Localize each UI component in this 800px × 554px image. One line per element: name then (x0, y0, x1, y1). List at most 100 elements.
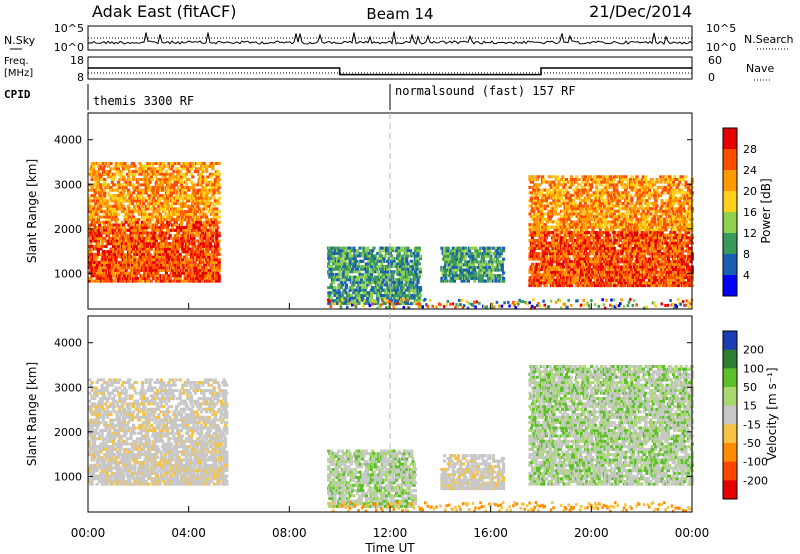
echo-cell (187, 223, 191, 227)
echo-cell (137, 194, 141, 198)
echo-cell (452, 279, 457, 283)
echo-cell (96, 228, 100, 232)
echo-cell (571, 236, 575, 240)
echo-cell (201, 180, 205, 184)
echo-cell (198, 276, 202, 280)
echo-cell (166, 212, 170, 216)
beam-label: Beam 14 (366, 5, 433, 23)
echo-cell (203, 263, 207, 267)
echo-cell (135, 220, 139, 224)
echo-cell (373, 265, 377, 268)
echo-cell (171, 172, 175, 176)
echo-cell (351, 267, 355, 271)
echo-cell (99, 183, 103, 187)
echo-cell (195, 250, 199, 254)
echo-cell (357, 301, 361, 305)
echo-cell (148, 239, 152, 243)
echo-cell (123, 226, 127, 230)
echo-cell (104, 244, 108, 248)
echo-cell (161, 260, 165, 264)
echo-cell (569, 201, 574, 205)
echo-cell (529, 199, 533, 203)
echo-cell (217, 186, 221, 190)
echo-cell (566, 241, 570, 245)
echo-cell (135, 223, 139, 227)
echo-cell (174, 183, 178, 187)
echo-cell (188, 226, 192, 230)
echo-cell (168, 234, 172, 238)
echo-cell (346, 272, 350, 276)
echo-cell (189, 223, 194, 227)
echo-cell (187, 170, 191, 173)
echo-cell (348, 246, 352, 250)
echo-cell (418, 294, 423, 297)
echo-cell (169, 215, 173, 219)
freq-line (88, 67, 692, 76)
echo-cell (178, 276, 182, 280)
echo-cell (353, 257, 357, 261)
echo-cell (154, 186, 158, 190)
echo-cell (344, 283, 348, 287)
echo-cell (137, 271, 141, 275)
echo-cell (386, 272, 390, 276)
echo-cell (202, 244, 206, 248)
echo-cell (120, 170, 124, 173)
echo-cell (502, 271, 506, 275)
echo-cell (169, 212, 173, 216)
echo-cell (192, 164, 196, 168)
echo-cell (192, 239, 196, 243)
echo-cell (91, 218, 95, 222)
echo-cell (578, 252, 582, 256)
echo-cell (114, 220, 118, 224)
echo-cell (115, 207, 119, 211)
echo-cell (203, 191, 207, 195)
echo-cell (211, 236, 215, 240)
echo-cell (135, 236, 139, 240)
echo-cell (539, 268, 543, 272)
echo-cell (162, 207, 166, 211)
echo-cell (193, 228, 197, 232)
echo-cell (208, 228, 212, 232)
echo-cell (116, 212, 121, 216)
echo-cell (536, 196, 540, 200)
echo-cell (137, 218, 141, 222)
echo-cell (187, 239, 191, 243)
echo-cell (98, 202, 102, 206)
echo-cell (103, 239, 107, 243)
echo-cell (168, 218, 172, 222)
echo-cell (171, 279, 175, 283)
echo-cell (181, 191, 185, 195)
echo-cell (208, 183, 212, 187)
echo-cell (386, 270, 390, 274)
echo-cell (183, 167, 187, 171)
echo-cell (106, 218, 111, 222)
echo-cell (181, 258, 185, 262)
echo-cell (113, 223, 117, 227)
echo-cell (162, 258, 166, 262)
echo-cell (198, 212, 202, 216)
echo-cell (93, 215, 97, 219)
echo-cell (411, 267, 415, 271)
echo-cell (174, 260, 178, 264)
echo-cell (154, 199, 158, 203)
echo-cell (212, 188, 216, 192)
echo-cell (494, 254, 498, 258)
echo-cell (553, 209, 557, 213)
echo-cell (539, 201, 543, 205)
echo-cell (113, 279, 117, 283)
echo-cell (206, 231, 210, 235)
echo-cell (142, 212, 146, 216)
echo-cell (187, 212, 191, 216)
echo-cell (210, 252, 214, 256)
echo-cell (152, 196, 156, 200)
echo-cell (157, 244, 161, 248)
echo-cell (460, 271, 464, 275)
echo-cell (559, 231, 564, 234)
echo-cell (417, 272, 421, 276)
echo-cell (128, 252, 132, 256)
nave-ytick-bottom: 0 (708, 71, 715, 84)
echo-cell (207, 199, 211, 203)
echo-cell (191, 162, 195, 165)
echo-cell (186, 242, 190, 246)
nsky-line (87, 31, 693, 46)
